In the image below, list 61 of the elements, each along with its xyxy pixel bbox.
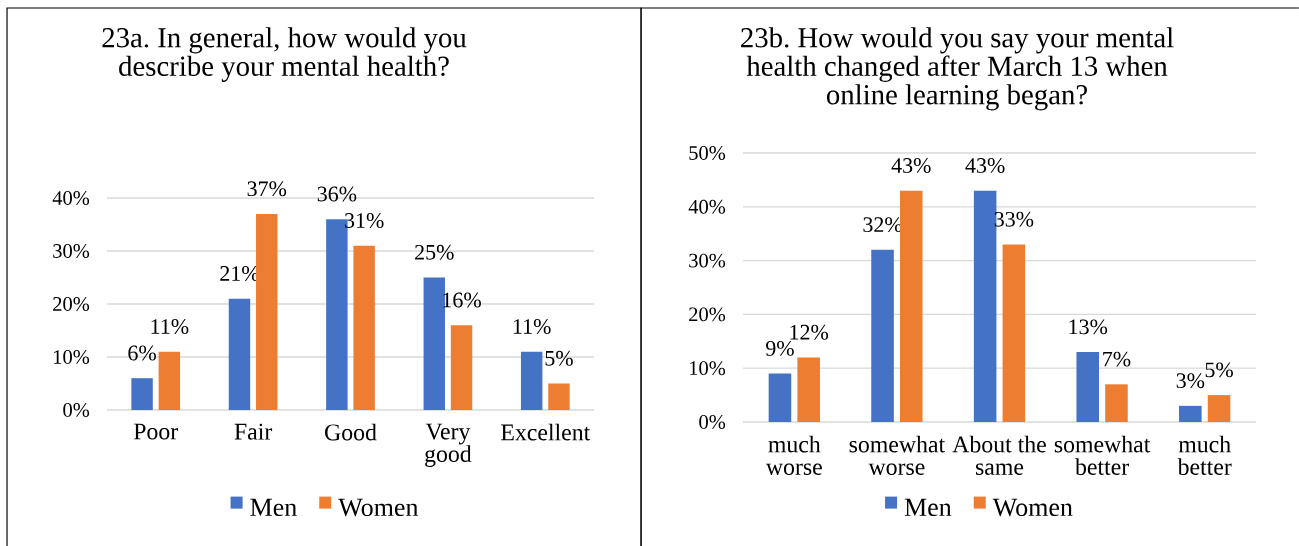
x-tick-label: somewhat worse: [849, 435, 946, 475]
bar: [797, 357, 820, 422]
bar: [256, 213, 278, 410]
y-tick-label: 0%: [699, 415, 726, 429]
x-tick-label: Poor: [133, 423, 178, 440]
bar: [353, 245, 375, 410]
data-label: 36%: [317, 186, 357, 202]
bar: [423, 277, 445, 410]
bar: [450, 325, 473, 410]
y-tick-label: 0%: [63, 403, 90, 417]
bar: [1002, 244, 1026, 422]
y-tick-label: 20%: [689, 307, 726, 322]
data-label: 31%: [345, 213, 384, 228]
data-label: 12%: [790, 324, 829, 340]
data-label: 9%: [765, 340, 794, 356]
x-tick-label: About the same: [952, 435, 1046, 475]
y-tick-label: 40%: [52, 191, 90, 205]
x-tick-label: Good: [325, 423, 377, 441]
bar: [1076, 352, 1100, 422]
bar: [228, 298, 251, 410]
data-label: 7%: [1103, 351, 1131, 367]
x-tick-label: much better: [1177, 435, 1232, 475]
x-tick-label: Very good: [425, 423, 472, 467]
data-label: 43%: [891, 158, 931, 173]
legend-label: Men: [250, 498, 297, 517]
legend-label: Women: [992, 498, 1073, 517]
y-tick-label: 50%: [689, 146, 726, 160]
chart-title: 23a. In general, how would you describe your mental health?: [102, 27, 467, 82]
bar: [1105, 384, 1128, 422]
bar: [1179, 405, 1202, 422]
x-tick-label: Fair: [234, 423, 273, 440]
data-label: 6%: [128, 345, 156, 361]
bar: [1207, 395, 1231, 422]
bar: [548, 383, 570, 410]
x-tick-label: Excellent: [501, 423, 591, 441]
legend-label: Women: [338, 498, 419, 517]
legend-label: Men: [904, 498, 952, 517]
y-tick-label: 30%: [53, 244, 90, 258]
bar: [158, 351, 181, 410]
data-label: 11%: [151, 319, 189, 334]
x-tick-label: somewhat better: [1054, 435, 1151, 475]
data-label: 11%: [513, 319, 551, 334]
bar: [871, 249, 894, 422]
y-tick-label: 40%: [688, 199, 726, 214]
data-label: 37%: [247, 181, 287, 197]
bar: [899, 190, 923, 422]
y-tick-label: 20%: [53, 297, 90, 311]
y-tick-label: 10%: [54, 350, 90, 364]
bar: [131, 378, 153, 410]
data-label: 43%: [965, 158, 1005, 173]
chart-title: 23b. How would you say your mental health changed after March 13 when online learning began?: [741, 27, 1174, 111]
data-label: 3%: [1176, 373, 1205, 389]
bar: [768, 373, 792, 422]
x-tick-label: much worse: [765, 435, 822, 475]
data-label: 5%: [1205, 362, 1233, 378]
y-tick-label: 10%: [690, 361, 726, 376]
data-label: 5%: [545, 350, 573, 366]
data-label: 25%: [415, 244, 454, 260]
bar: [520, 351, 543, 410]
data-label: 13%: [1069, 319, 1108, 335]
y-tick-label: 30%: [689, 253, 726, 268]
